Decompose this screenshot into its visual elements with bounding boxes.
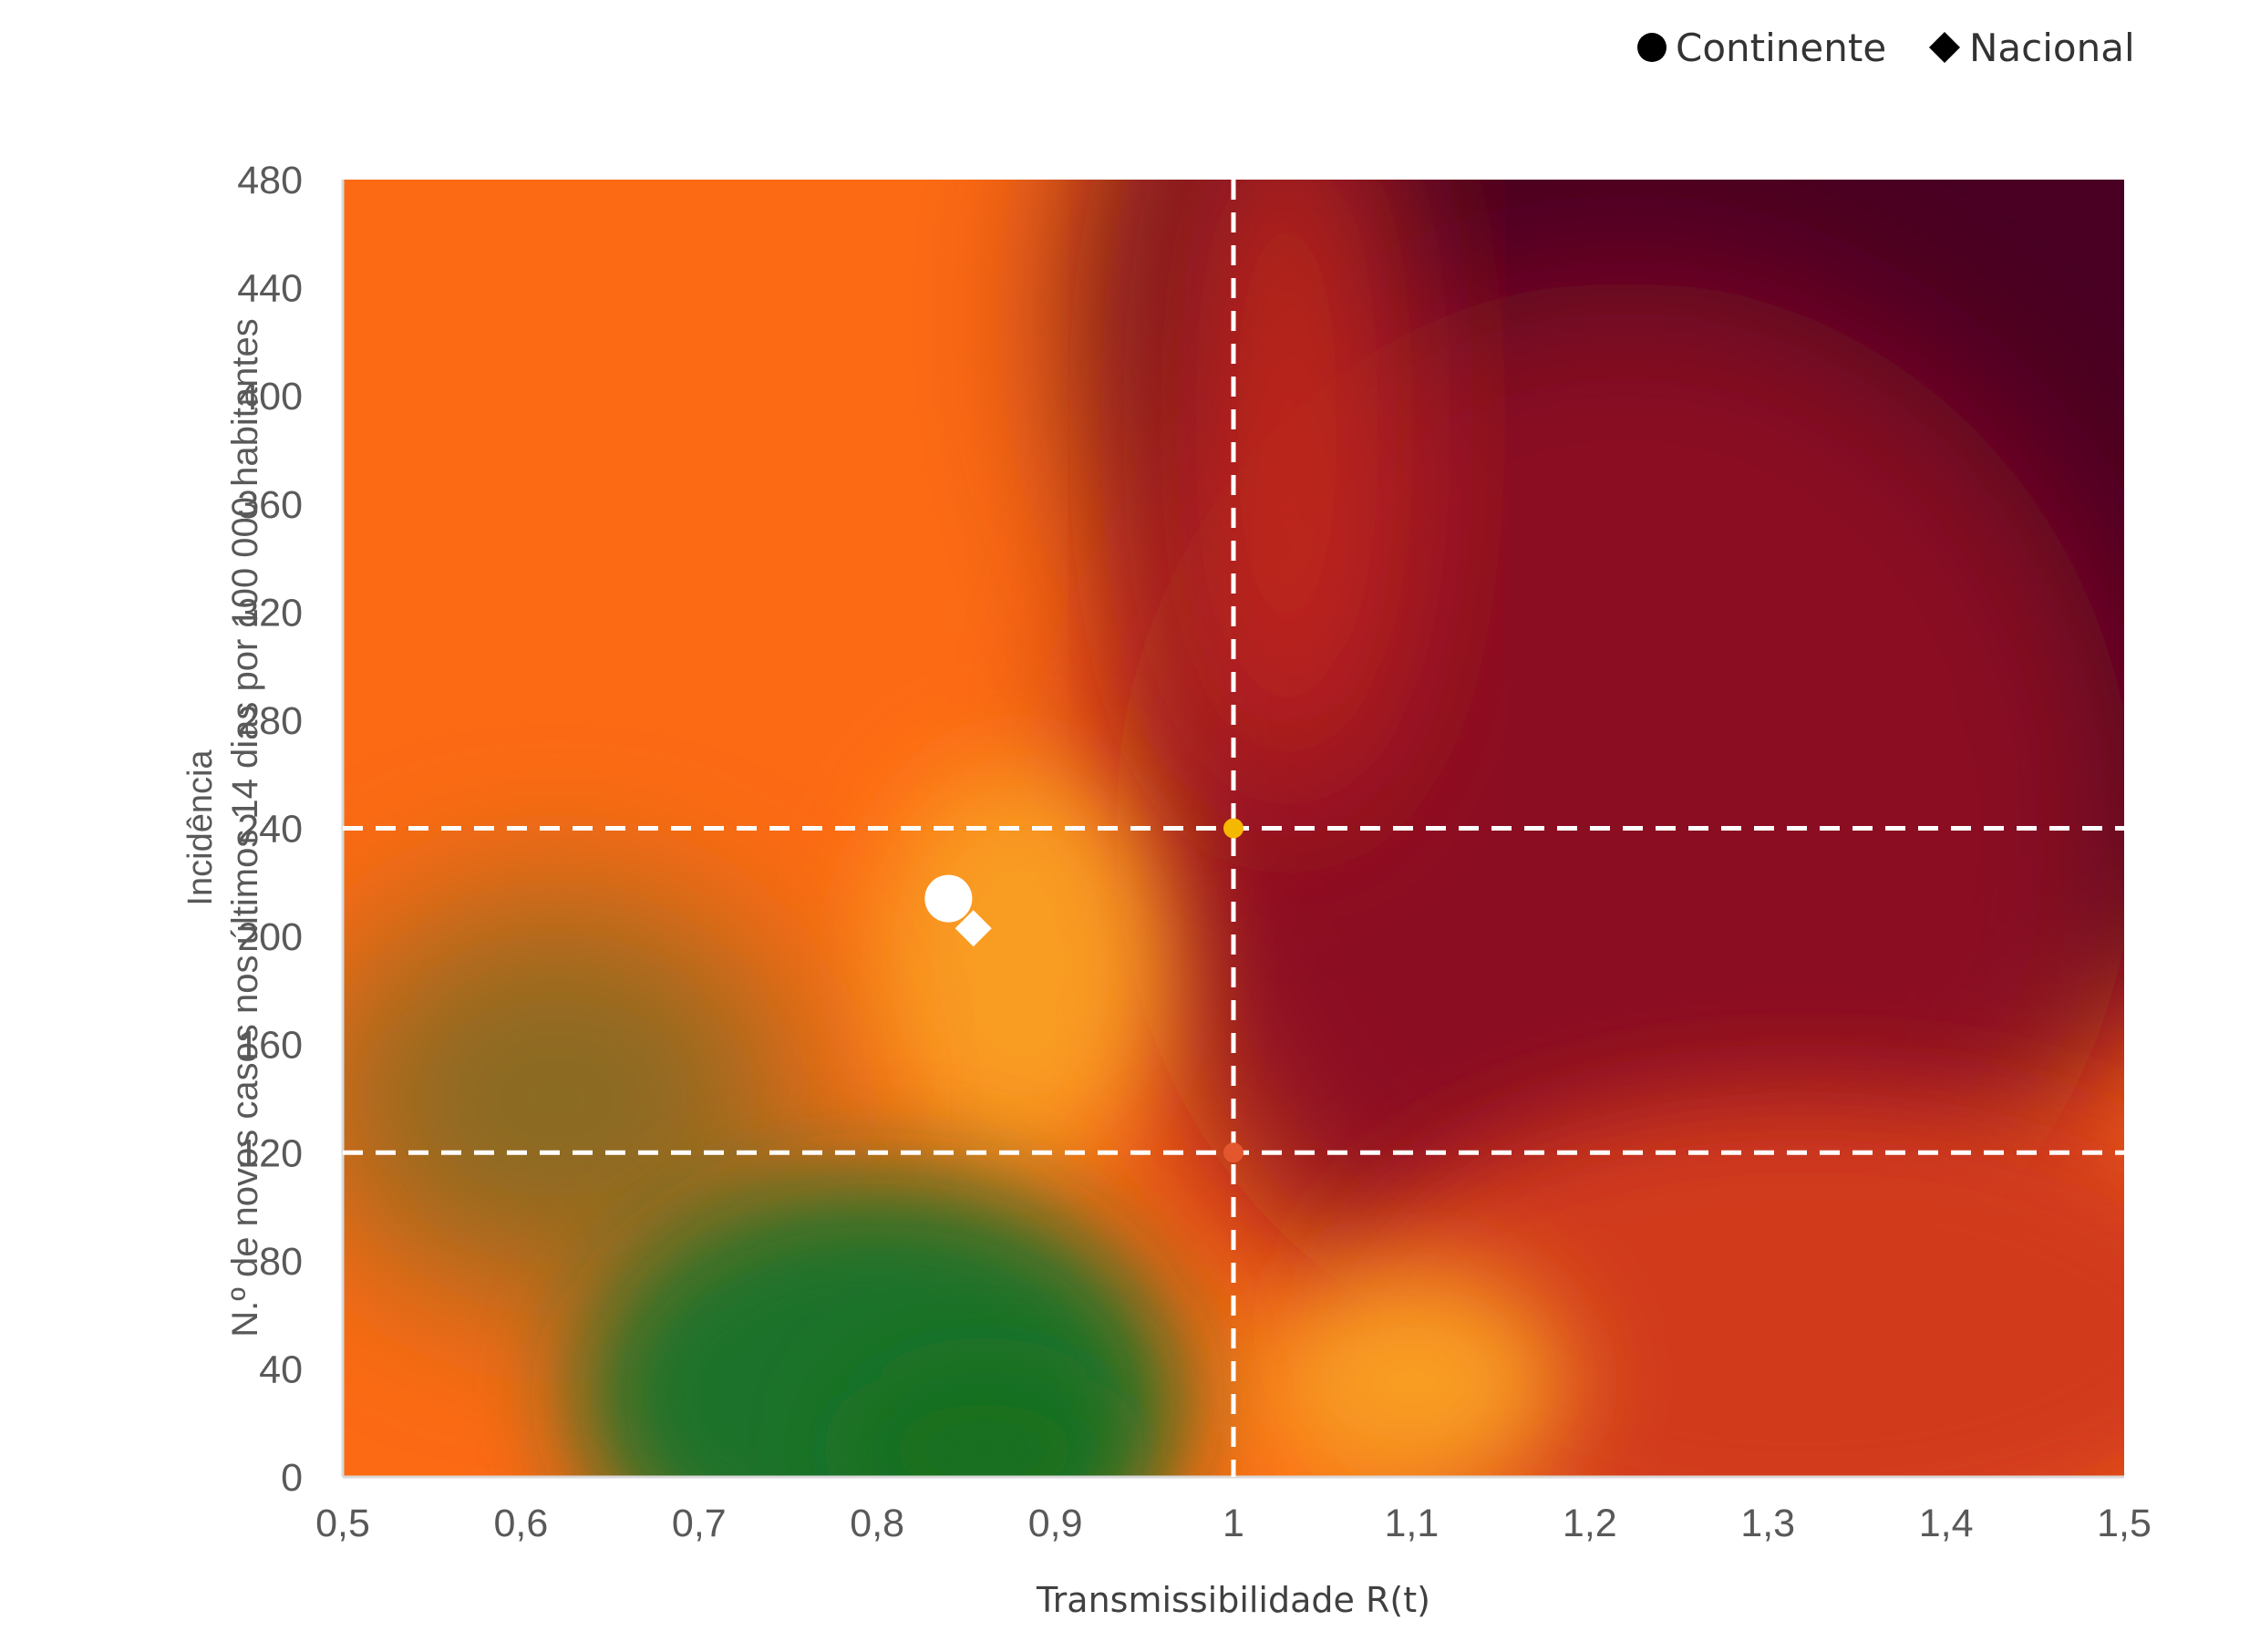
y-tick-label: 360 (237, 483, 303, 527)
heatmap-blob-green (576, 1177, 1179, 1477)
y-tick-label: 80 (259, 1240, 303, 1284)
x-tick-label: 0,5 (315, 1502, 370, 1545)
y-tick-label: 40 (259, 1347, 303, 1391)
y-tick-label: 280 (237, 699, 303, 743)
y-axis-title: Incidência N.º de novos casos nos último… (181, 318, 265, 1337)
risk-gradient-background (343, 180, 2124, 1477)
data-point-nacional (955, 910, 992, 947)
legend-label-nacional: Nacional (1969, 26, 2135, 70)
heatmap-blob-olive (343, 898, 794, 1299)
x-tick-label: 0,9 (1028, 1502, 1083, 1545)
x-tick-label: 1,4 (1919, 1502, 1974, 1545)
legend: Continente Nacional (1637, 26, 2135, 70)
y-tick-label: 400 (237, 375, 303, 418)
heatmap-blob-orange-mid (873, 762, 1166, 1164)
x-tick-label: 1,1 (1385, 1502, 1440, 1545)
y-axis-title-line-2: N.º de novos casos nos últimos 14 dias p… (225, 318, 265, 1337)
y-axis-title-line-1: Incidência (181, 749, 220, 906)
heatmap-blob-orange-low (1256, 1264, 1567, 1477)
x-tick-label: 0,7 (672, 1502, 727, 1545)
x-tick-labels: 0,5 0,6 0,7 0,8 0,9 1 1,1 1,2 1,3 1,4 1,5 (315, 1502, 2152, 1545)
legend-diamond-marker (1929, 32, 1960, 63)
x-tick-label: 0,6 (494, 1502, 549, 1545)
y-tick-label: 200 (237, 915, 303, 959)
data-points (924, 874, 992, 947)
y-tick-label: 240 (237, 808, 303, 852)
y-tick-label: 120 (237, 1131, 303, 1175)
x-tick-label: 1,5 (2097, 1502, 2152, 1545)
legend-label-continente: Continente (1676, 26, 1886, 70)
x-tick-label: 1,3 (1740, 1502, 1795, 1545)
x-tick-label: 1 (1223, 1502, 1244, 1545)
reference-lines (343, 180, 2124, 1477)
heatmap-blob-green-core (847, 1368, 1121, 1477)
x-tick-label: 0,8 (850, 1502, 904, 1545)
y-tick-label: 440 (237, 267, 303, 311)
x-tick-label: 1,2 (1563, 1502, 1617, 1545)
y-tick-label: 0 (281, 1456, 303, 1500)
y-tick-label: 320 (237, 591, 303, 635)
y-tick-labels: 0 40 80 120 160 200 240 280 320 360 400 440 480 (237, 159, 303, 1500)
y-tick-label: 480 (237, 159, 303, 202)
reference-intersection-marker (1223, 818, 1244, 839)
x-axis-title: Transmissibilidade R(t) (1036, 1580, 1430, 1620)
heatmap-blob-red-ridge (1177, 180, 1397, 806)
reference-intersection-marker (1223, 1142, 1244, 1163)
legend-circle-marker (1637, 33, 1667, 62)
y-tick-label: 160 (237, 1024, 303, 1068)
data-point-continente (924, 874, 973, 923)
